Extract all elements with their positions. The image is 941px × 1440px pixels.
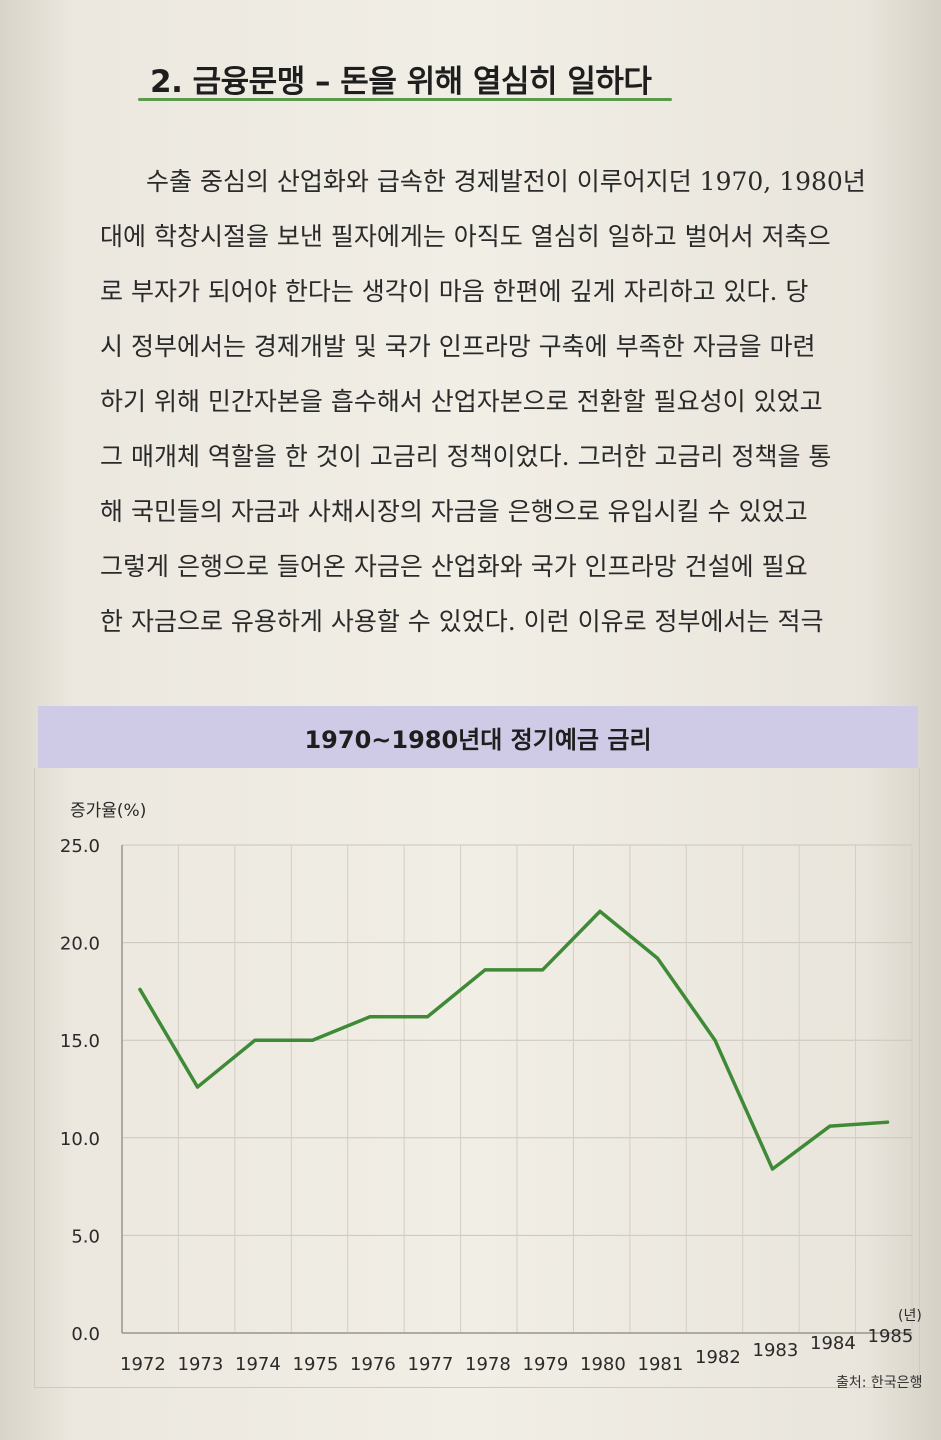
source-note: 출처: 한국은행 xyxy=(836,1375,923,1391)
y-tick-label: 20.0 xyxy=(60,934,100,955)
paragraph-line: 한 자금으로 유용하게 사용할 수 있었다. 이런 이유로 정부에서는 적극 xyxy=(100,607,824,636)
paragraph-line: 그 매개체 역할을 한 것이 고금리 정책이었다. 그러한 고금리 정책을 통 xyxy=(100,442,832,471)
x-tick-label: 1983 xyxy=(753,1340,799,1361)
chart-title: 1970~1980년대 정기예금 금리 xyxy=(304,726,652,754)
x-tick-label: 1981 xyxy=(638,1354,684,1375)
y-tick-label: 0.0 xyxy=(71,1324,100,1345)
x-tick-label: 1976 xyxy=(350,1354,396,1375)
data-point xyxy=(253,1038,257,1042)
data-point xyxy=(425,1015,430,1019)
series-line xyxy=(138,909,890,1171)
paragraph-line: 대에 학창시절을 보낸 필자에게는 아직도 열심히 일하고 벌어서 저축으 xyxy=(100,222,831,251)
y-tick-label: 10.0 xyxy=(60,1129,100,1150)
y-tick-label: 25.0 xyxy=(60,836,100,857)
y-tick-label: 5.0 xyxy=(71,1226,100,1247)
x-tick-label: 1973 xyxy=(178,1354,224,1375)
paragraph-line: 해 국민들의 자금과 사채시장의 자금을 은행으로 유입시킬 수 있었고 xyxy=(100,497,808,526)
data-point xyxy=(713,1038,717,1042)
data-point xyxy=(138,987,142,992)
data-point xyxy=(655,956,660,960)
data-point xyxy=(483,968,487,972)
data-point xyxy=(828,1124,832,1128)
x-tick-label: 1974 xyxy=(235,1354,281,1375)
x-tick-label: 1984 xyxy=(810,1333,856,1354)
data-point xyxy=(195,1085,200,1089)
data-point xyxy=(310,1038,315,1042)
heading-underline xyxy=(138,98,672,101)
x-tick-label: 1982 xyxy=(695,1347,741,1368)
paragraph-line: 수출 중심의 산업화와 급속한 경제발전이 이루어지던 1970, 1980년 xyxy=(146,167,866,196)
x-tick-label: 1980 xyxy=(580,1354,626,1375)
y-axis-label: 증가율(%) xyxy=(70,801,146,821)
chart-frame xyxy=(34,768,920,1388)
paragraph-line: 그렇게 은행으로 들어온 자금은 산업화와 국가 인프라망 건설에 필요 xyxy=(100,552,808,581)
x-tick-label: 1975 xyxy=(293,1354,339,1375)
data-point xyxy=(368,1015,372,1019)
paragraph-line: 시 정부에서는 경제개발 및 국가 인프라망 구축에 부족한 자금을 마련 xyxy=(100,332,816,361)
x-tick-label: 1978 xyxy=(465,1354,511,1375)
x-axis-unit: (년) xyxy=(898,1308,922,1324)
x-tick-label: 1985 xyxy=(868,1326,914,1347)
x-tick-label: 1977 xyxy=(408,1354,454,1375)
data-point xyxy=(885,1120,890,1124)
section-heading: 2. 금융문맹 – 돈을 위해 열심히 일하다 xyxy=(150,64,652,100)
paragraph-line: 하기 위해 민간자본을 흡수해서 산업자본으로 전환할 필요성이 있었고 xyxy=(100,387,823,416)
y-tick-label: 15.0 xyxy=(60,1031,100,1052)
data-point xyxy=(540,968,545,972)
paragraph-line: 로 부자가 되어야 한다는 생각이 마음 한편에 깊게 자리하고 있다. 당 xyxy=(100,277,809,306)
data-point xyxy=(598,909,602,913)
x-tick-label: 1972 xyxy=(120,1354,166,1375)
x-tick-label: 1979 xyxy=(523,1354,569,1375)
data-point xyxy=(770,1167,775,1171)
chart-title-band: 1970~1980년대 정기예금 금리 xyxy=(38,706,918,768)
